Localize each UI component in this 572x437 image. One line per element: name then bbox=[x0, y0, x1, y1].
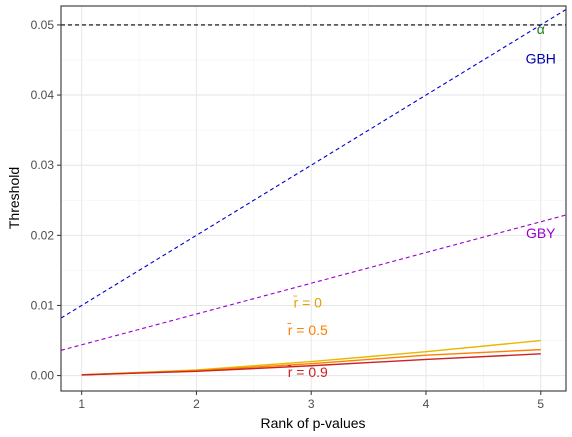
y-tick-label: 0.02 bbox=[31, 228, 55, 242]
r09-label: r̄ = 0.9 bbox=[287, 364, 328, 380]
x-axis-title: Rank of p-values bbox=[260, 415, 365, 431]
x-tick-label: 5 bbox=[537, 397, 544, 411]
axis-ticks: 1 2 3 4 5 0.00 0.01 0.02 0.03 0.04 0.05 bbox=[31, 18, 545, 411]
y-tick-label: 0.03 bbox=[31, 158, 55, 172]
gbh-line bbox=[60, 9, 567, 319]
x-tick-label: 3 bbox=[308, 397, 315, 411]
plot-panel bbox=[61, 6, 566, 391]
x-tick-label: 1 bbox=[78, 397, 85, 411]
y-tick-label: 0.05 bbox=[31, 18, 55, 32]
y-tick-label: 0.04 bbox=[31, 88, 55, 102]
gby-label: GBY bbox=[526, 225, 556, 241]
y-tick-label: 0.00 bbox=[31, 369, 55, 383]
r0-label: r̄ = 0 bbox=[293, 295, 322, 311]
gby-line bbox=[60, 214, 567, 351]
x-tick-label: 4 bbox=[423, 397, 430, 411]
annotations: α GBH GBY r̄ = 0 r̄ = 0.5 r̄ = 0.9 bbox=[287, 21, 556, 380]
r09-line bbox=[81, 353, 541, 376]
gbh-label: GBH bbox=[526, 51, 556, 67]
x-tick-label: 2 bbox=[193, 397, 200, 411]
y-tick-label: 0.01 bbox=[31, 298, 55, 312]
series-lines bbox=[60, 9, 567, 376]
plot-border bbox=[60, 5, 567, 392]
r05-label: r̄ = 0.5 bbox=[287, 322, 328, 338]
alpha-label: α bbox=[537, 21, 545, 37]
y-axis-title: Threshold bbox=[6, 167, 22, 229]
